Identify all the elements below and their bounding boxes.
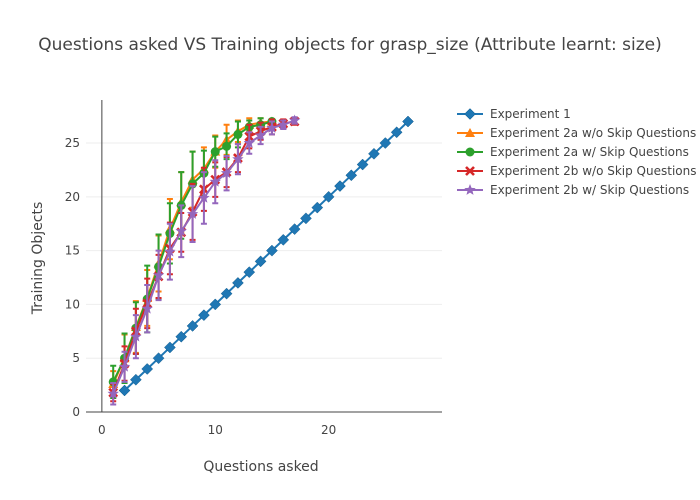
series-1 (118, 115, 414, 397)
data-point (209, 175, 221, 187)
data-point (118, 384, 131, 397)
data-point (186, 208, 199, 219)
data-point (210, 147, 220, 157)
y-tick-label: 25 (65, 136, 80, 150)
data-point (164, 341, 176, 354)
data-point (311, 201, 324, 214)
y-tick-label: 0 (72, 405, 80, 419)
y-tick-label: 20 (65, 190, 80, 204)
y-tick-label: 10 (65, 297, 80, 311)
data-point (368, 147, 380, 160)
chart-title: Questions asked VS Training objects for … (38, 35, 661, 55)
data-point (277, 118, 289, 130)
data-point (345, 169, 358, 182)
legend-marker (464, 184, 476, 195)
legend-item: Experiment 2a w/o Skip Questions (457, 126, 696, 140)
data-point (141, 302, 153, 314)
data-point (300, 212, 312, 225)
x-tick-label: 0 (98, 423, 106, 437)
y-tick-label: 5 (72, 351, 80, 365)
legend-marker (464, 108, 476, 120)
data-point (266, 244, 278, 257)
data-point (322, 190, 335, 203)
data-point (254, 255, 267, 268)
legend-item: Experiment 2a w/ Skip Questions (457, 145, 689, 159)
data-point (198, 309, 210, 322)
y-tick-label: 15 (65, 244, 80, 258)
axes (86, 100, 442, 413)
x-axis-label: Questions asked (203, 459, 318, 475)
data-point (402, 115, 414, 128)
series-3 (108, 117, 277, 400)
legend-label: Experiment 2b w/ Skip Questions (490, 183, 689, 197)
data-point (107, 387, 119, 399)
data-point (209, 298, 222, 311)
data-point (175, 330, 188, 343)
legend-label: Experiment 2b w/o Skip Questions (490, 164, 696, 178)
x-tick-label: 10 (208, 423, 223, 437)
tick-labels: 0 5 10 15 20 25 0 10 20 (65, 136, 337, 437)
legend-marker (465, 147, 475, 157)
data-point (334, 180, 346, 192)
data-point (220, 287, 233, 300)
data-point (390, 126, 403, 139)
data-point (288, 114, 301, 126)
y-axis-label: Training Objects (30, 202, 46, 316)
x-tick-label: 20 (321, 423, 336, 437)
legend-label: Experiment 1 (490, 107, 571, 121)
legend-item: Experiment 2b w/o Skip Questions (457, 164, 696, 178)
data-point (141, 363, 154, 375)
legend: Experiment 1 Experiment 2a w/o Skip Quest… (457, 107, 696, 197)
legend-item: Experiment 1 (457, 107, 571, 121)
data-point (243, 266, 256, 278)
data-point (233, 129, 243, 139)
data-point (277, 234, 290, 246)
data-point (379, 137, 392, 149)
series-5 (107, 114, 301, 406)
data-point (232, 153, 244, 165)
legend-item: Experiment 2b w/ Skip Questions (457, 183, 689, 197)
data-point (232, 277, 244, 289)
data-point (130, 330, 142, 342)
data-point (254, 129, 267, 141)
data-point (164, 245, 176, 257)
data-point (186, 320, 199, 332)
data-point (118, 360, 131, 372)
data-point (356, 158, 369, 171)
data-point (266, 121, 278, 133)
legend-marker (465, 128, 475, 137)
data-point (152, 269, 165, 281)
data-point (222, 141, 232, 151)
data-point (175, 225, 187, 237)
data-point (220, 167, 233, 179)
data-point (288, 223, 301, 235)
series-layer (107, 114, 414, 406)
legend-marker (465, 166, 475, 176)
legend-label: Experiment 2a w/o Skip Questions (490, 126, 696, 140)
data-point (152, 352, 165, 365)
data-point (243, 137, 255, 148)
data-point (198, 191, 210, 203)
legend-label: Experiment 2a w/ Skip Questions (490, 145, 689, 159)
data-point (130, 373, 142, 386)
